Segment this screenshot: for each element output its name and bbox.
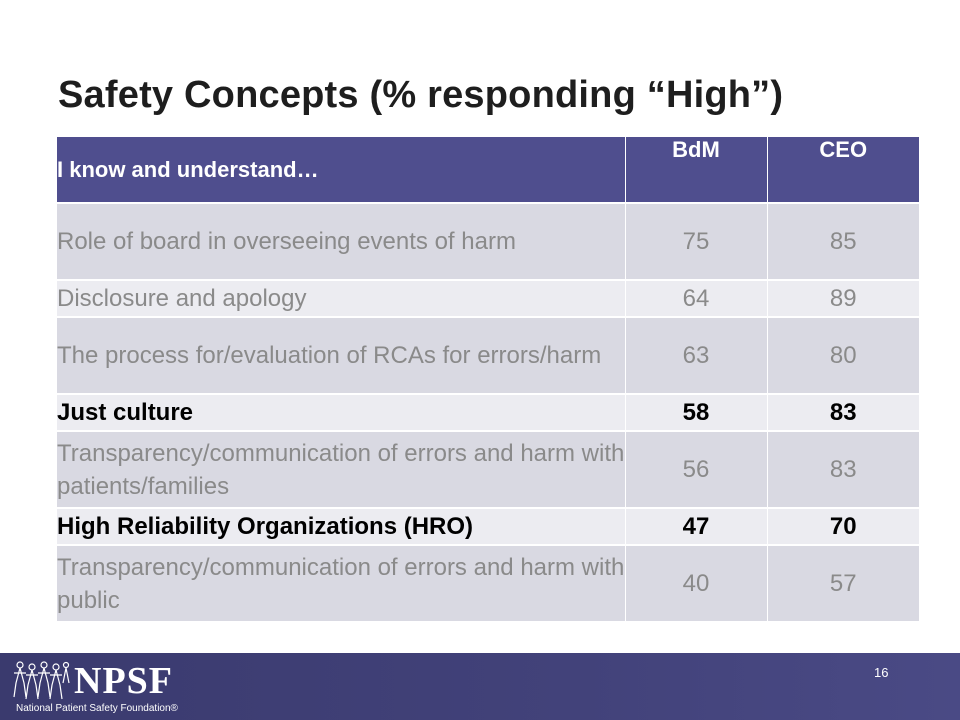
people-figures-icon: [13, 661, 70, 700]
ceo-value: 85: [767, 203, 919, 281]
bdm-value: 56: [625, 431, 768, 509]
row-label: Role of board in overseeing events of ha…: [57, 203, 626, 281]
table-row: Just culture 58 83: [57, 394, 919, 432]
ceo-value: 57: [767, 545, 919, 623]
logo-subtitle: National Patient Safety Foundation®: [16, 703, 178, 714]
footer-bar: NPSF National Patient Safety Foundation®…: [0, 653, 960, 720]
table-row: Transparency/communication of errors and…: [57, 431, 919, 509]
bdm-value: 47: [625, 508, 768, 546]
table-row: Disclosure and apology 64 89: [57, 280, 919, 318]
header-ceo: CEO: [767, 137, 919, 204]
bdm-value: 64: [625, 280, 768, 318]
table-row: High Reliability Organizations (HRO) 47 …: [57, 508, 919, 546]
page-number: 16: [874, 665, 889, 680]
header-bdm: BdM: [625, 137, 768, 204]
bdm-value: 40: [625, 545, 768, 623]
ceo-value: 83: [767, 431, 919, 509]
ceo-value: 70: [767, 508, 919, 546]
logo-wordmark: NPSF: [74, 660, 173, 702]
ceo-value: 80: [767, 317, 919, 395]
safety-concepts-table: I know and understand… BdM CEO Role of b…: [57, 137, 919, 623]
bdm-value: 75: [625, 203, 768, 281]
table-row: Role of board in overseeing events of ha…: [57, 203, 919, 281]
bdm-value: 63: [625, 317, 768, 395]
row-label: High Reliability Organizations (HRO): [57, 508, 626, 546]
row-label: Disclosure and apology: [57, 280, 626, 318]
row-label: The process for/evaluation of RCAs for e…: [57, 317, 626, 395]
row-label: Transparency/communication of errors and…: [57, 545, 626, 623]
table-row: Transparency/communication of errors and…: [57, 545, 919, 623]
row-label: Just culture: [57, 394, 626, 432]
slide-title: Safety Concepts (% responding “High”): [58, 74, 784, 116]
npsf-logo: NPSF National Patient Safety Foundation®: [12, 657, 252, 715]
ceo-value: 83: [767, 394, 919, 432]
ceo-value: 89: [767, 280, 919, 318]
bdm-value: 58: [625, 394, 768, 432]
table-row: The process for/evaluation of RCAs for e…: [57, 317, 919, 395]
header-concept: I know and understand…: [57, 137, 626, 204]
table-header-row: I know and understand… BdM CEO: [57, 137, 919, 204]
row-label: Transparency/communication of errors and…: [57, 431, 626, 509]
